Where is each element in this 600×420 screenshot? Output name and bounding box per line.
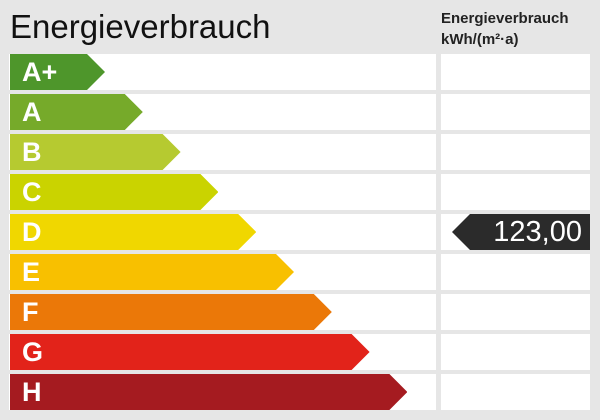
unit-header-unit: kWh/(m²·a) <box>441 31 519 48</box>
class-bar-B: B <box>10 134 181 170</box>
class-label: A+ <box>22 57 58 87</box>
class-label: D <box>22 217 42 247</box>
class-label: A <box>22 97 42 127</box>
page-title: Energieverbrauch <box>10 8 271 45</box>
unit-header-line1: Energieverbrauch <box>441 10 569 27</box>
class-bar-A: A <box>10 94 143 130</box>
class-label: F <box>22 297 39 327</box>
value-cell <box>441 254 590 290</box>
class-bar-F: F <box>10 294 332 330</box>
class-bar-H: H <box>10 374 408 410</box>
class-bar-G: G <box>10 334 370 370</box>
class-label: E <box>22 257 41 287</box>
value-cell <box>441 334 590 370</box>
value-cell <box>441 94 590 130</box>
consumption-value: 123,00 <box>493 216 582 248</box>
value-cell <box>441 54 590 90</box>
class-bar-D: D <box>10 214 257 250</box>
class-label: G <box>22 337 44 367</box>
consumption-value-marker: 123,00 <box>452 214 590 250</box>
class-label: C <box>22 177 42 207</box>
class-bar-A+: A+ <box>10 54 105 90</box>
class-label: H <box>22 377 42 407</box>
class-label: B <box>22 137 42 167</box>
unit-header: Energieverbrauch kWh/(m²·a) <box>441 8 569 50</box>
class-bar-C: C <box>10 174 219 210</box>
value-cell <box>441 174 590 210</box>
class-bar-E: E <box>10 254 294 290</box>
value-cell <box>441 134 590 170</box>
value-cell <box>441 374 590 410</box>
value-cell <box>441 294 590 330</box>
